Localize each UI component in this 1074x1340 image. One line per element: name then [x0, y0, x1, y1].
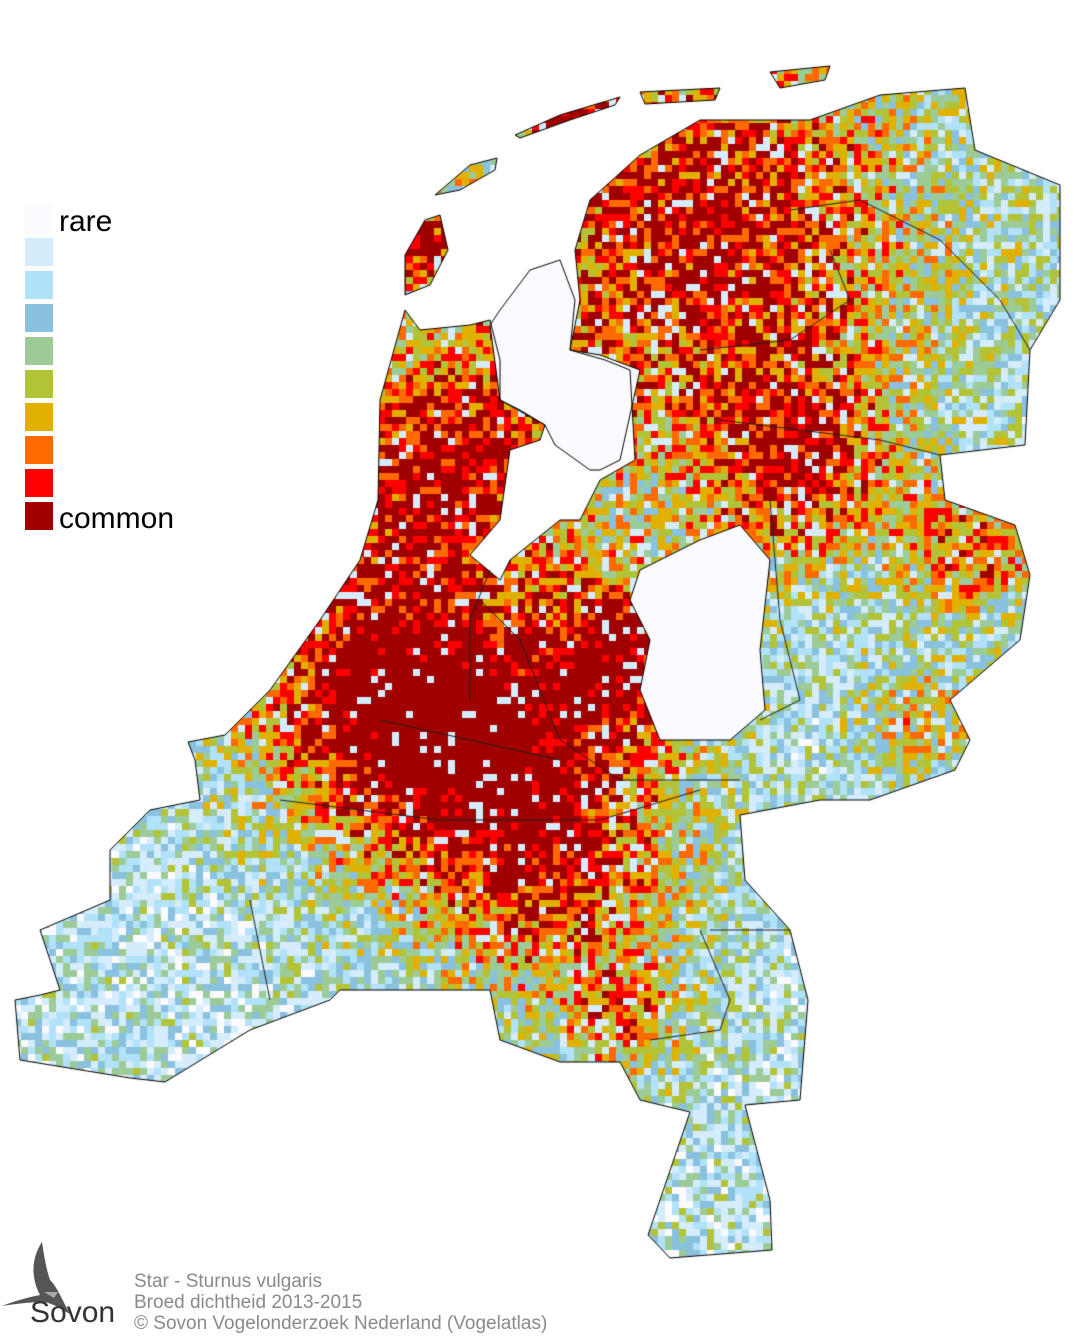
legend-swatch-10 [25, 502, 53, 530]
map-subtitle: Broed dichtheid 2013-2015 [134, 1292, 363, 1313]
legend-label-rare: rare [59, 205, 113, 238]
legend-swatch-8 [25, 436, 53, 464]
legend-swatch-4 [25, 304, 53, 332]
legend-label-common: common [59, 502, 175, 535]
legend-swatch-2 [25, 238, 53, 266]
legend-swatch-3 [25, 271, 53, 299]
sovon-logo-text: Sovon [30, 1296, 116, 1329]
legend-swatch-1 [25, 205, 53, 233]
legend-swatch-5 [25, 337, 53, 365]
copyright: © Sovon Vogelonderzoek Nederland (Vogela… [134, 1313, 548, 1334]
legend-swatch-7 [25, 403, 53, 431]
map-caption: Star - Sturnus vulgaris Broed dichtheid … [134, 1271, 547, 1334]
sovon-logo-bird-icon [2, 1242, 70, 1314]
species-name: Star - Sturnus vulgaris [134, 1271, 322, 1292]
legend-swatch-9 [25, 469, 53, 497]
legend-swatch-6 [25, 370, 53, 398]
